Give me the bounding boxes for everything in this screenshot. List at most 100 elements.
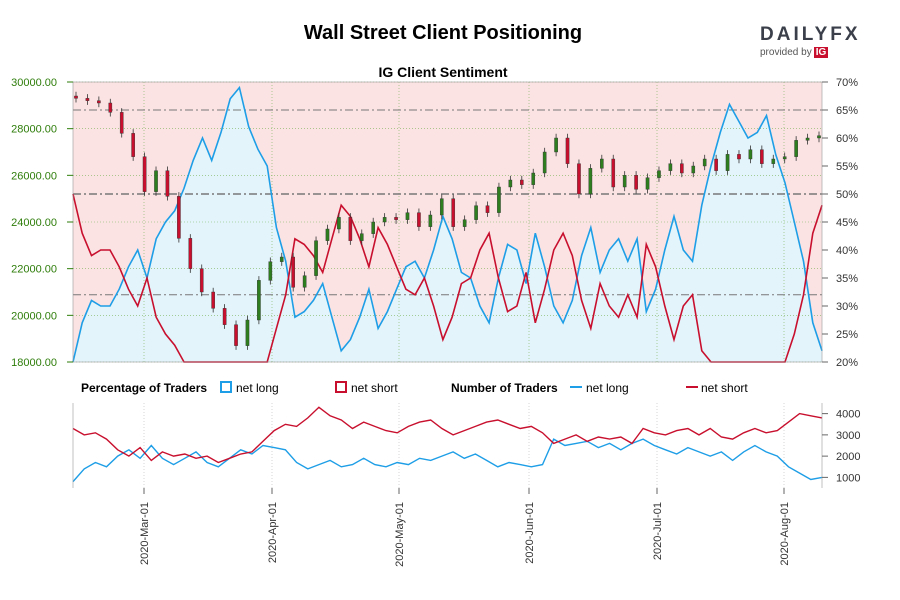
x-tick-label: 2020-May-01 [394, 502, 406, 567]
pct-long-line [72, 85, 823, 363]
logo-wordmark: DAILYFX [760, 24, 870, 46]
candle-body [737, 154, 741, 160]
logo-provided-by: provided by IG [760, 47, 870, 58]
legend-pct-short-swatch [335, 381, 347, 393]
sentiment-tick-label: 60% [836, 133, 858, 145]
logo-provided-text: provided by [760, 47, 812, 58]
candle-body [394, 217, 398, 220]
candle-body [668, 163, 673, 171]
candle-body [142, 156, 147, 192]
candle-body [771, 158, 776, 164]
sub-tick-label: 2000 [836, 451, 860, 463]
logo-ig: IG [813, 47, 829, 58]
x-tick-label: 2020-Jul-01 [652, 502, 664, 560]
price-tick-label: 20000.00 [11, 310, 57, 322]
candle-body [794, 140, 798, 157]
candle-body [588, 168, 593, 195]
candle-body [782, 156, 787, 160]
candle-body [462, 219, 467, 227]
sentiment-tick-label: 50% [836, 189, 858, 201]
candle-body [348, 217, 353, 241]
candle-body [680, 163, 684, 174]
candle-body [702, 158, 707, 167]
candle-body [291, 256, 295, 288]
legend-pct-short: net short [351, 381, 398, 395]
candle-body [199, 268, 204, 293]
candle-body [634, 175, 638, 190]
candle-body [657, 170, 661, 178]
candle-body [108, 102, 113, 113]
candle-body [565, 137, 570, 164]
chart-title: Wall Street Client Positioning [303, 22, 583, 44]
candle-body [222, 308, 227, 325]
candle-body [131, 133, 135, 157]
traders-count-plot: 1000 2000 3000 4000 [72, 403, 860, 488]
sub-tick-label: 4000 [836, 409, 860, 421]
candle-body [188, 238, 193, 269]
candle-body [268, 261, 273, 281]
candle-body [359, 233, 364, 241]
sentiment-tick-label: 25% [836, 329, 858, 341]
legend-num-long: net long [586, 381, 629, 395]
legend-num-short: net short [701, 381, 748, 395]
legend: Percentage of Traders net long net short… [81, 381, 748, 395]
candle-body [805, 137, 810, 141]
candle-body [177, 196, 181, 239]
candle-body [554, 137, 558, 153]
candle-body [748, 149, 753, 160]
candle-body [211, 291, 215, 309]
candle-body [325, 228, 330, 241]
chart-subtitle: IG Client Sentiment [378, 64, 508, 80]
candle-body [165, 170, 170, 197]
legend-pct-title: Percentage of Traders [81, 381, 207, 395]
price-tick-label: 30000.00 [11, 77, 57, 89]
traders-short-line [72, 406, 823, 464]
candle-body [817, 135, 821, 139]
candle-body [245, 319, 250, 346]
x-tick-label: 2020-Mar-01 [139, 502, 151, 565]
dailyfx-logo: DAILYFX provided by IG [760, 24, 870, 64]
candle-body [382, 217, 387, 223]
candle-body [302, 275, 307, 288]
candle-body [417, 212, 421, 227]
candle-body [714, 158, 718, 171]
sentiment-tick-label: 65% [836, 105, 858, 117]
sentiment-tick-label: 20% [836, 357, 858, 369]
price-tick-label: 26000.00 [11, 170, 57, 182]
candle-body [371, 221, 376, 234]
candle-body [508, 179, 513, 188]
candle-body [428, 214, 433, 227]
candle-body [497, 186, 501, 213]
candle-body [234, 324, 238, 346]
candle-body [154, 170, 158, 192]
sentiment-tick-label: 35% [836, 273, 858, 285]
candle-body [577, 163, 581, 195]
candle-body [97, 100, 101, 104]
legend-pct-long: net long [236, 381, 279, 395]
candle-body [74, 95, 78, 99]
x-tick-label: 2020-Jun-01 [524, 502, 536, 564]
price-tick-label: 22000.00 [11, 264, 57, 276]
candle-body [520, 179, 524, 185]
x-axis: 2020-Mar-01 2020-Apr-01 2020-May-01 2020-Ju… [139, 488, 791, 567]
candle-body [257, 280, 261, 321]
sub-tick-label: 1000 [836, 472, 860, 484]
sub-tick-label: 3000 [836, 430, 860, 442]
candle-body [439, 198, 444, 216]
x-tick-label: 2020-Apr-01 [267, 502, 279, 563]
price-tick-label: 18000.00 [11, 357, 57, 369]
candle-body [645, 177, 650, 190]
logo-fx: FX [830, 24, 861, 45]
price-tick-label: 24000.00 [11, 217, 57, 229]
sentiment-tick-label: 70% [836, 77, 858, 89]
candle-body [314, 240, 318, 276]
candle-body [691, 165, 696, 174]
logo-text: DAILY [760, 24, 831, 45]
candle-body [622, 175, 627, 188]
sentiment-tick-label: 45% [836, 217, 858, 229]
price-tick-label: 28000.00 [11, 124, 57, 136]
x-tick-label: 2020-Aug-01 [779, 502, 791, 566]
candle-body [474, 205, 478, 220]
candle-body [760, 149, 764, 164]
